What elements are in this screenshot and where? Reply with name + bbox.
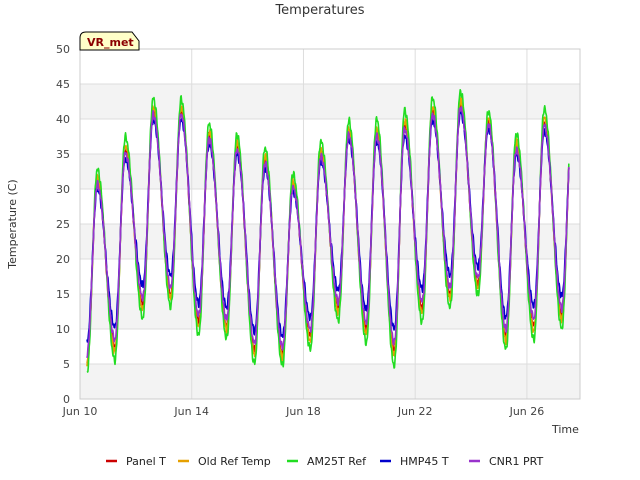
x-tick-label: Jun 22 [397,405,433,418]
legend-item: CNR1 PRT [469,455,544,468]
y-tick-label: 35 [56,148,70,161]
y-band [80,84,580,119]
vr-met-badge: VR_met [79,31,140,51]
legend: Panel T Old Ref Temp AM25T Ref HMP45 T CNR1 … [106,455,544,468]
legend-label: Old Ref Temp [198,455,271,468]
y-tick-label: 30 [56,183,70,196]
y-tick-label: 5 [63,358,70,371]
legend-label: Panel T [126,455,166,468]
legend-item: AM25T Ref [287,455,367,468]
legend-item: Panel T [106,455,166,468]
y-axis-ticks: 0 5 10 15 20 25 30 35 40 45 50 [56,43,70,406]
x-tick-label: Jun 14 [173,405,209,418]
x-tick-label: Jun 18 [285,405,321,418]
badge-shape [79,31,140,51]
y-tick-label: 10 [56,323,70,336]
legend-label: HMP45 T [400,455,449,468]
y-tick-label: 20 [56,253,70,266]
x-tick-label: Jun 10 [62,405,98,418]
y-tick-label: 15 [56,288,70,301]
plot-frame [79,48,581,400]
y-band [80,364,580,399]
legend-label: AM25T Ref [307,455,367,468]
series-line-cnr1-prt [86,106,570,359]
series-lines [86,89,570,373]
x-axis-ticks: Jun 10 Jun 14 Jun 18 Jun 22 Jun 26 [62,405,545,418]
y-axis-title: Temperature (C) [6,179,19,269]
y-tick-label: 25 [56,218,70,231]
y-tick-label: 45 [56,78,70,91]
x-axis-title: Time [551,423,579,436]
legend-item: HMP45 T [380,455,449,468]
x-tick-label: Jun 26 [509,405,545,418]
y-tick-label: 0 [63,393,70,406]
y-tick-label: 40 [56,113,70,126]
legend-label: CNR1 PRT [489,455,544,468]
chart-title: Temperatures [274,3,364,18]
y-tick-label: 50 [56,43,70,56]
badge-label: VR_met [87,36,134,49]
y-band [80,294,580,329]
legend-item: Old Ref Temp [178,455,271,468]
y-band [80,154,580,189]
